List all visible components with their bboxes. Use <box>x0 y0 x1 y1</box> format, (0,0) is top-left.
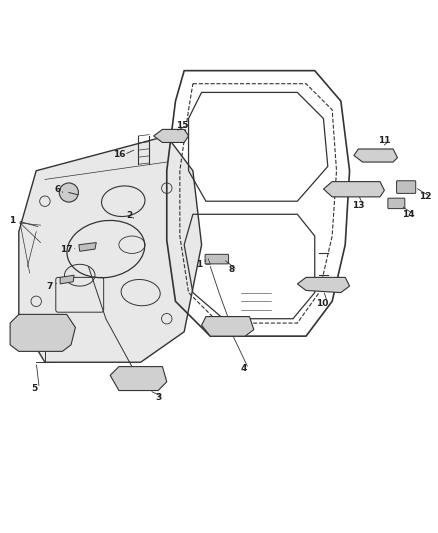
Text: 12: 12 <box>420 192 432 201</box>
FancyBboxPatch shape <box>388 198 405 208</box>
Text: 6: 6 <box>55 184 61 193</box>
Text: 1: 1 <box>9 216 15 225</box>
Polygon shape <box>10 314 75 351</box>
Polygon shape <box>79 243 96 251</box>
Text: 5: 5 <box>31 384 37 393</box>
Polygon shape <box>323 182 385 197</box>
Circle shape <box>59 183 78 202</box>
Text: 17: 17 <box>60 245 73 254</box>
Polygon shape <box>154 130 188 142</box>
Text: 2: 2 <box>127 211 133 220</box>
FancyBboxPatch shape <box>396 181 416 193</box>
Polygon shape <box>354 149 397 162</box>
Text: 8: 8 <box>229 265 235 274</box>
Polygon shape <box>297 277 350 293</box>
Text: 13: 13 <box>352 201 364 210</box>
Text: 11: 11 <box>378 136 391 145</box>
Text: 16: 16 <box>113 150 125 159</box>
Polygon shape <box>201 317 254 336</box>
FancyBboxPatch shape <box>205 254 229 264</box>
Polygon shape <box>19 136 201 362</box>
Text: 14: 14 <box>402 210 415 219</box>
Text: 4: 4 <box>240 364 247 373</box>
Text: 1: 1 <box>196 260 202 269</box>
Polygon shape <box>60 275 74 284</box>
Polygon shape <box>110 367 167 391</box>
Text: 10: 10 <box>316 299 329 308</box>
Text: 7: 7 <box>46 281 53 290</box>
Text: 15: 15 <box>176 120 188 130</box>
Text: 3: 3 <box>155 393 161 401</box>
